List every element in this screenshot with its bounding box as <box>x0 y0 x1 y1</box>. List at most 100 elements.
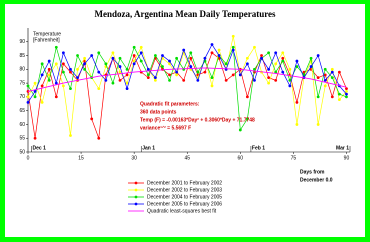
x-tick-label: 30 <box>131 155 137 161</box>
data-point <box>267 67 271 71</box>
data-point <box>281 56 285 60</box>
data-point <box>238 128 242 132</box>
data-point <box>175 70 179 74</box>
data-point <box>253 67 256 71</box>
data-point <box>54 81 58 85</box>
legend-marker <box>134 188 138 192</box>
data-point <box>118 70 122 74</box>
data-point <box>189 65 193 68</box>
data-point <box>168 73 171 77</box>
data-point <box>26 95 30 99</box>
legend-label: Quadratic least-squares best fit <box>147 208 217 214</box>
data-point <box>337 70 341 74</box>
y-tick-label: 80 <box>19 67 25 73</box>
data-point <box>203 70 207 74</box>
data-point <box>196 70 200 74</box>
data-point <box>125 87 129 91</box>
data-point <box>125 73 129 77</box>
y-tick-label: 85 <box>19 53 25 59</box>
data-point <box>69 70 72 74</box>
data-point <box>196 78 200 82</box>
y-tick-label: 90 <box>19 39 25 45</box>
data-point <box>281 59 285 63</box>
data-point <box>330 67 334 71</box>
data-point <box>139 59 143 63</box>
y-tick-label: 65 <box>19 108 25 114</box>
data-point <box>316 54 320 57</box>
legend-marker <box>134 181 138 185</box>
fit-line <box>27 67 347 92</box>
series-line <box>27 43 347 103</box>
y-tick-label: 75 <box>19 80 25 86</box>
data-point <box>231 48 235 52</box>
data-point <box>40 101 44 104</box>
date-label: Dec 1 <box>33 145 47 151</box>
data-point <box>203 56 207 60</box>
data-point <box>83 56 87 60</box>
data-point <box>182 78 186 82</box>
data-point <box>168 78 171 82</box>
x-tick-label: 75 <box>291 155 297 161</box>
date-label: Mar 1 <box>336 145 349 151</box>
y-axis-title: [Fahrenheit] <box>33 37 60 43</box>
data-point <box>253 78 256 82</box>
y-tick-label: 70 <box>19 94 25 100</box>
x-tick-label: 15 <box>78 155 84 161</box>
data-point <box>47 67 51 71</box>
data-point <box>118 78 122 82</box>
data-point <box>210 76 214 79</box>
annotation: Temp (F) = -0.00163*Day² + 0.3060*Day + … <box>140 117 255 123</box>
data-point <box>90 54 94 57</box>
data-point <box>132 62 136 66</box>
data-point <box>323 78 327 82</box>
data-point <box>345 92 348 96</box>
data-point <box>76 76 79 79</box>
data-point <box>210 84 214 88</box>
data-point <box>330 95 334 99</box>
data-point <box>323 73 327 77</box>
data-point <box>104 62 108 66</box>
data-point <box>33 95 37 99</box>
data-point <box>231 73 235 77</box>
data-point <box>153 54 157 57</box>
data-point <box>217 54 221 57</box>
data-point <box>245 95 249 99</box>
data-point <box>97 87 101 91</box>
data-point <box>26 84 30 88</box>
y-axis-title: Temperature <box>33 31 61 37</box>
data-point <box>83 67 87 71</box>
data-point <box>267 76 271 79</box>
data-point <box>146 76 150 79</box>
data-point <box>104 78 108 82</box>
data-point <box>182 48 186 52</box>
data-point <box>189 56 193 60</box>
legend-label: December 2004 to February 2005 <box>147 194 222 200</box>
data-point <box>231 45 235 49</box>
data-point <box>139 51 143 55</box>
data-point <box>330 70 334 74</box>
legend-label: December 2002 to February 2003 <box>147 187 222 193</box>
data-point <box>161 54 164 57</box>
y-tick-label: 50 <box>19 149 25 155</box>
data-point <box>309 65 313 68</box>
data-point <box>69 67 72 71</box>
data-point <box>40 73 44 77</box>
x-axis-title: Days from <box>300 169 325 175</box>
data-point <box>132 54 136 57</box>
annotation: variance¹ᐟ² = 5.5697 F <box>140 125 191 131</box>
legend-marker <box>134 202 138 206</box>
data-point <box>274 78 278 82</box>
legend-label: December 2001 to February 2002 <box>147 180 222 186</box>
data-point <box>288 78 292 82</box>
data-point <box>146 67 150 71</box>
data-point <box>337 98 341 102</box>
data-point <box>323 67 327 71</box>
chart-title: Mendoza, Argentina Mean Daily Temperatur… <box>94 9 276 19</box>
data-point <box>210 51 214 55</box>
data-point <box>295 101 299 104</box>
data-point <box>330 76 334 79</box>
data-point <box>345 87 348 91</box>
y-tick-label: 60 <box>19 122 25 128</box>
data-point <box>47 78 51 82</box>
data-point <box>111 56 115 60</box>
